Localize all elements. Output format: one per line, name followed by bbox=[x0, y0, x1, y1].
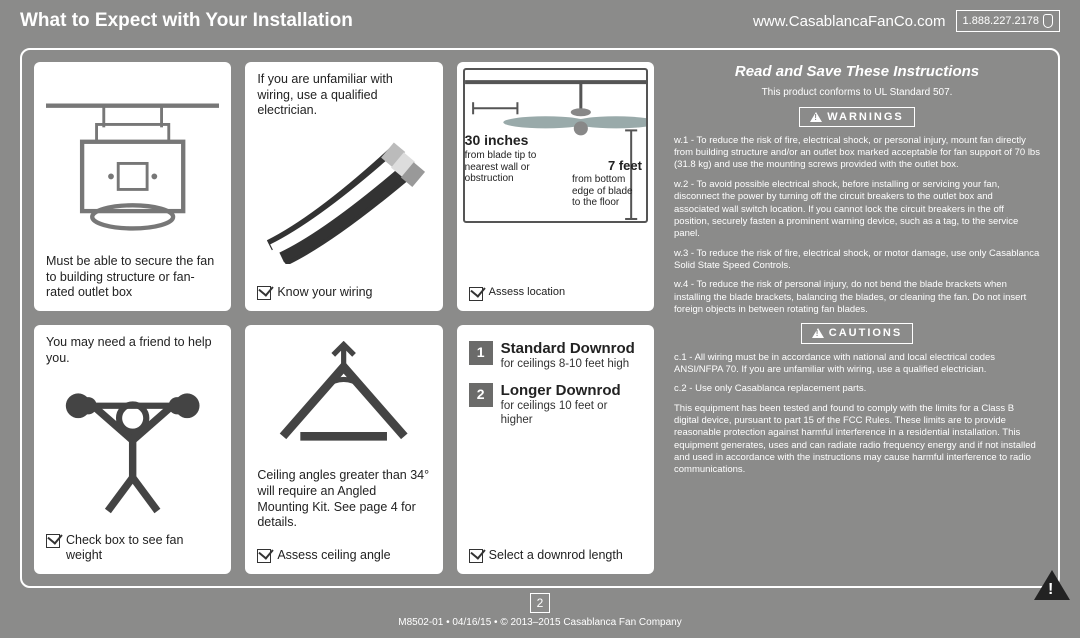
page-number: 2 bbox=[530, 593, 550, 613]
option-sub: for ceilings 8-10 feet high bbox=[501, 357, 635, 371]
card-ceiling-angle: Ceiling angles greater than 34° will req… bbox=[245, 325, 442, 574]
card-label: Check box to see fan weight bbox=[66, 533, 219, 564]
house-angle-illustration bbox=[257, 341, 430, 462]
instructions-title: Read and Save These Instructions bbox=[674, 62, 1040, 82]
outlet-box-illustration bbox=[46, 78, 219, 248]
card-bottom: Assess location bbox=[469, 286, 565, 301]
checkbox-icon bbox=[257, 549, 271, 563]
header-phone-box: 1.888.227.2178 bbox=[956, 10, 1060, 32]
cautions-badge: CAUTIONS bbox=[801, 323, 913, 343]
instructions-sub: This product conforms to UL Standard 507… bbox=[674, 86, 1040, 99]
card-bottom: Assess ceiling angle bbox=[257, 548, 430, 564]
card-assess-location: 30 inches from blade tip to nearest wall… bbox=[457, 62, 654, 311]
weight-illustration bbox=[46, 372, 219, 527]
card-bottom: Select a downrod length bbox=[469, 548, 642, 564]
warning-paragraph: w.2 - To avoid possible electrical shock… bbox=[674, 179, 1040, 241]
option-title: Standard Downrod bbox=[501, 341, 635, 357]
checkbox-icon bbox=[257, 286, 271, 300]
feet-label: 7 feet bbox=[608, 158, 642, 174]
page-title: What to Expect with Your Installation bbox=[20, 10, 753, 32]
warning-paragraph: w.3 - To reduce the risk of fire, electr… bbox=[674, 248, 1040, 273]
header: What to Expect with Your Installation ww… bbox=[0, 0, 1080, 42]
caution-paragraph: c.1 - All wiring must be in accordance w… bbox=[674, 352, 1040, 377]
fcc-paragraph: This equipment has been tested and found… bbox=[674, 403, 1040, 477]
card-text: You may need a friend to help you. bbox=[46, 335, 219, 366]
card-weight: You may need a friend to help you. bbox=[34, 325, 231, 574]
wiring-illustration bbox=[257, 125, 430, 280]
inches-sub: from blade tip to nearest wall or obstru… bbox=[465, 150, 555, 185]
checkbox-icon bbox=[469, 549, 483, 563]
card-bottom: Check box to see fan weight bbox=[46, 533, 219, 564]
phone-number: 1.888.227.2178 bbox=[963, 15, 1039, 27]
card-label: Assess location bbox=[489, 286, 565, 300]
checkbox-icon bbox=[46, 534, 60, 548]
card-label: Know your wiring bbox=[277, 285, 372, 301]
warning-paragraph: w.4 - To reduce the risk of personal inj… bbox=[674, 279, 1040, 316]
warning-paragraph: w.1 - To reduce the risk of fire, electr… bbox=[674, 135, 1040, 172]
option-standard: 1 Standard Downrod for ceilings 8-10 fee… bbox=[469, 341, 642, 371]
card-label: Select a downrod length bbox=[489, 548, 623, 564]
card-downrod: 1 Standard Downrod for ceilings 8-10 fee… bbox=[457, 325, 654, 574]
warning-triangle-icon bbox=[810, 112, 822, 122]
card-grid: Must be able to secure the fan to buildi… bbox=[34, 62, 654, 574]
content-frame: Must be able to secure the fan to buildi… bbox=[20, 48, 1060, 588]
footer: 2 M8502-01 • 04/16/15 • © 2013–2015 Casa… bbox=[0, 593, 1080, 638]
warnings-badge: WARNINGS bbox=[799, 107, 915, 127]
checkbox-icon bbox=[469, 287, 483, 301]
card-label: Assess ceiling angle bbox=[277, 548, 390, 564]
header-url: www.CasablancaFanCo.com bbox=[753, 13, 946, 30]
number-box-2: 2 bbox=[469, 383, 493, 407]
option-longer: 2 Longer Downrod for ceilings 10 feet or… bbox=[469, 383, 642, 428]
number-box-1: 1 bbox=[469, 341, 493, 365]
card-secure-fan: Must be able to secure the fan to buildi… bbox=[34, 62, 231, 311]
card-bottom: Know your wiring bbox=[257, 285, 430, 301]
instructions-panel: Read and Save These Instructions This pr… bbox=[668, 62, 1046, 574]
card-wiring: If you are unfamiliar with wiring, use a… bbox=[245, 62, 442, 311]
feet-sub: from bottom edge of blade to the floor bbox=[572, 174, 642, 209]
page: What to Expect with Your Installation ww… bbox=[0, 0, 1080, 638]
option-sub: for ceilings 10 feet or higher bbox=[501, 399, 642, 428]
phone-icon bbox=[1043, 14, 1053, 28]
caution-paragraph: c.2 - Use only Casablanca replacement pa… bbox=[674, 383, 1040, 395]
warning-triangle-icon bbox=[812, 328, 824, 338]
card-text: Ceiling angles greater than 34° will req… bbox=[257, 468, 430, 548]
card-text: If you are unfamiliar with wiring, use a… bbox=[257, 72, 430, 119]
cautions-label: CAUTIONS bbox=[829, 326, 902, 340]
inches-label: 30 inches bbox=[465, 132, 529, 150]
option-title: Longer Downrod bbox=[501, 383, 642, 399]
card-text: Must be able to secure the fan to buildi… bbox=[46, 254, 219, 301]
copyright: M8502-01 • 04/16/15 • © 2013–2015 Casabl… bbox=[0, 617, 1080, 628]
warnings-label: WARNINGS bbox=[827, 110, 904, 124]
